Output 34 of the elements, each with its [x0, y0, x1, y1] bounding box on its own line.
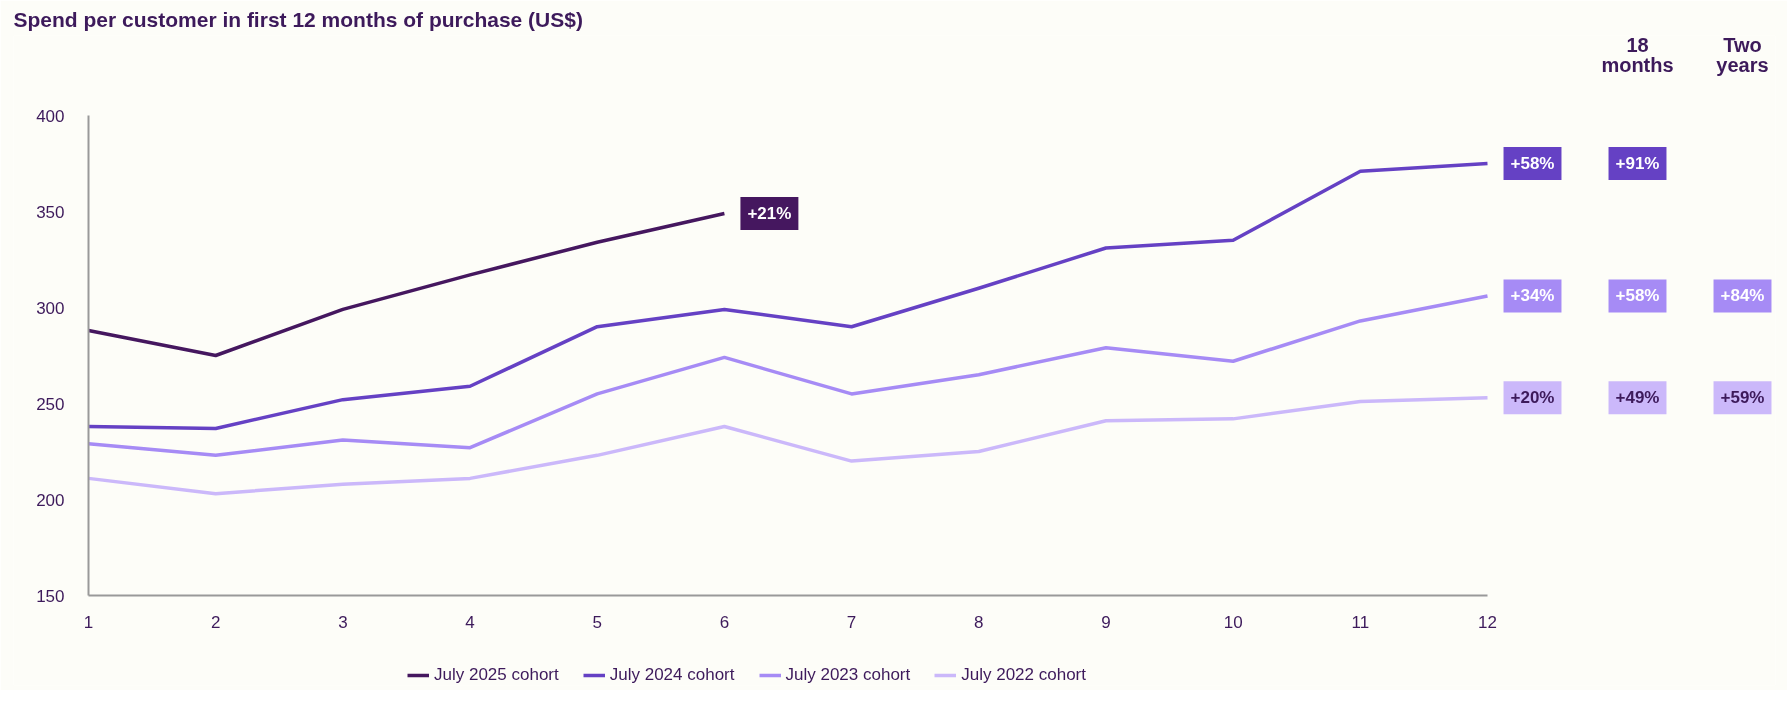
text: +59%: [1720, 388, 1765, 408]
legend-label: July 2025 cohort: [434, 665, 559, 685]
annotation: +21%: [747, 203, 792, 223]
y-tick-label: 150: [36, 586, 65, 606]
x-tick-label: 8: [974, 612, 984, 632]
y-tick-label: 250: [36, 394, 65, 414]
text: +84%: [1720, 286, 1765, 306]
legend-label: July 2023 cohort: [785, 665, 911, 685]
chart-title: Spend per customer in first 12 months of purchase (US$): [13, 7, 583, 31]
text: +58%: [1615, 286, 1660, 306]
text: +34%: [1510, 286, 1555, 306]
x-tick-label: 2: [210, 612, 221, 632]
text: +58%: [1510, 154, 1555, 173]
text: +49%: [1615, 388, 1660, 408]
x-tick-label: 4: [465, 612, 475, 632]
x-tick-label: 6: [719, 612, 730, 632]
x-tick-label: 5: [592, 612, 602, 632]
x-tick-label: 7: [846, 612, 857, 632]
y-tick-label: 200: [36, 490, 65, 510]
y-tick-label: 400: [36, 106, 65, 126]
x-tick-label: 11: [1351, 612, 1370, 632]
text: Two years: [1716, 33, 1769, 77]
legend-label: July 2022 cohort: [961, 665, 1086, 685]
x-tick-label: 10: [1223, 612, 1243, 632]
x-tick-label: 3: [338, 612, 348, 632]
legend-label: July 2024 cohort: [609, 665, 735, 685]
x-tick-label: 1: [83, 612, 94, 632]
y-tick-label: 350: [36, 202, 65, 222]
x-tick-label: 9: [1101, 612, 1111, 632]
y-tick-label: 300: [36, 298, 65, 318]
text: +20%: [1510, 388, 1555, 408]
x-tick-label: 12: [1478, 612, 1497, 632]
text: +91%: [1615, 154, 1660, 173]
text: 18 months: [1601, 33, 1674, 77]
